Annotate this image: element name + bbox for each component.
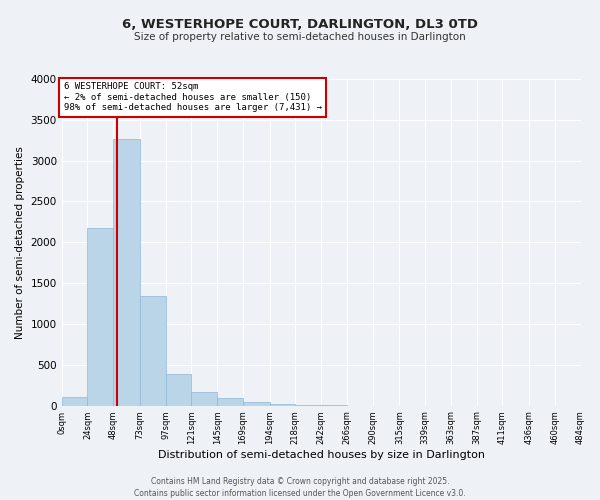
Text: Size of property relative to semi-detached houses in Darlington: Size of property relative to semi-detach… bbox=[134, 32, 466, 42]
X-axis label: Distribution of semi-detached houses by size in Darlington: Distribution of semi-detached houses by … bbox=[158, 450, 485, 460]
Bar bbox=[191, 392, 217, 406]
Text: 6, WESTERHOPE COURT, DARLINGTON, DL3 0TD: 6, WESTERHOPE COURT, DARLINGTON, DL3 0TD bbox=[122, 18, 478, 30]
Bar bbox=[62, 396, 88, 406]
Bar bbox=[88, 228, 113, 406]
Bar bbox=[140, 296, 166, 406]
Bar bbox=[243, 402, 269, 406]
Bar bbox=[295, 405, 321, 406]
Bar bbox=[113, 138, 140, 406]
Text: Contains HM Land Registry data © Crown copyright and database right 2025.
Contai: Contains HM Land Registry data © Crown c… bbox=[134, 476, 466, 498]
Bar bbox=[166, 374, 191, 406]
Text: 6 WESTERHOPE COURT: 52sqm
← 2% of semi-detached houses are smaller (150)
98% of : 6 WESTERHOPE COURT: 52sqm ← 2% of semi-d… bbox=[64, 82, 322, 112]
Bar bbox=[269, 404, 295, 406]
Y-axis label: Number of semi-detached properties: Number of semi-detached properties bbox=[15, 146, 25, 338]
Bar bbox=[217, 398, 243, 406]
